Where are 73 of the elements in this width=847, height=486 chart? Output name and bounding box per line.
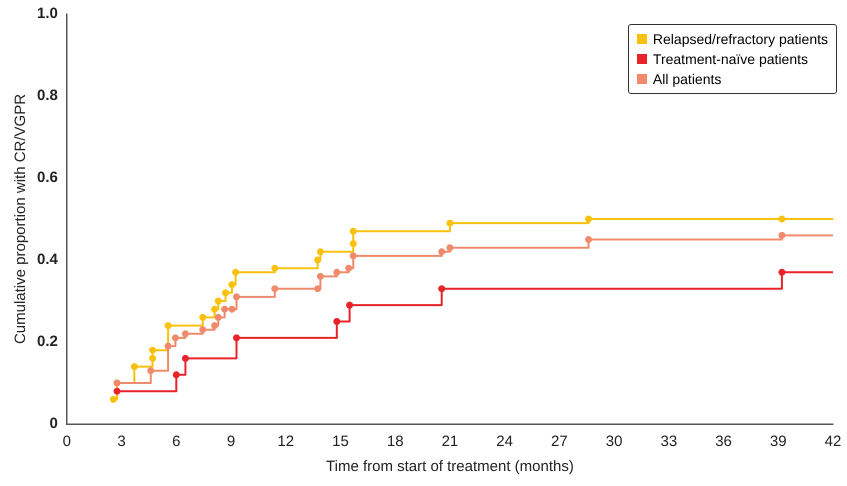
y-tick-label: 1.0 bbox=[36, 5, 58, 22]
x-tick-label: 21 bbox=[442, 433, 458, 450]
point bbox=[214, 314, 222, 321]
x-axis-title: Time from start of treatment (months) bbox=[326, 458, 574, 476]
point bbox=[147, 367, 154, 374]
x-tick-label: 39 bbox=[770, 433, 787, 450]
y-axis-title: Cumulative proportion with CR/VGPR bbox=[12, 94, 30, 344]
point bbox=[333, 268, 340, 276]
point bbox=[438, 248, 446, 256]
point bbox=[110, 396, 117, 403]
point bbox=[314, 256, 322, 264]
legend-label: Treatment-naïve patients bbox=[652, 50, 808, 69]
point bbox=[345, 264, 352, 272]
x-tick-label: 15 bbox=[332, 433, 349, 450]
point bbox=[446, 244, 454, 252]
x-tick-label: 6 bbox=[172, 433, 180, 450]
x-tick-label: 30 bbox=[606, 433, 622, 450]
x-tick-label: 18 bbox=[386, 433, 404, 450]
point bbox=[346, 302, 354, 309]
point bbox=[114, 388, 121, 395]
y-tick-label: 0.2 bbox=[36, 333, 58, 350]
point bbox=[222, 289, 230, 296]
point bbox=[221, 306, 228, 313]
point bbox=[199, 314, 206, 321]
point bbox=[233, 293, 240, 300]
legend-label: All patients bbox=[652, 70, 722, 89]
x-tick-label: 9 bbox=[226, 433, 236, 450]
point bbox=[172, 334, 179, 342]
point bbox=[271, 264, 278, 272]
x-tick-label: 24 bbox=[496, 433, 513, 450]
point bbox=[778, 216, 786, 222]
point bbox=[233, 334, 240, 342]
point bbox=[271, 285, 278, 292]
point bbox=[333, 318, 340, 325]
x-tick-label: 33 bbox=[660, 433, 678, 450]
point bbox=[211, 322, 218, 330]
point bbox=[130, 363, 138, 370]
point bbox=[214, 298, 222, 304]
point bbox=[350, 252, 357, 260]
point bbox=[585, 236, 592, 243]
legend-label: Relapsed/refractory patients bbox=[652, 30, 828, 49]
point bbox=[228, 281, 236, 288]
x-tick-label: 42 bbox=[824, 433, 842, 450]
y-tick-label: 0.8 bbox=[36, 87, 58, 104]
point bbox=[172, 371, 180, 378]
point bbox=[228, 306, 236, 313]
point bbox=[350, 240, 357, 248]
y-tick-label: 0.6 bbox=[36, 169, 58, 186]
x-tick-label: 36 bbox=[715, 433, 732, 450]
point bbox=[211, 306, 218, 313]
x-tick-label: 3 bbox=[117, 433, 126, 450]
y-tick-label: 0 bbox=[50, 415, 58, 432]
point bbox=[149, 346, 156, 354]
point bbox=[778, 268, 786, 276]
x-tick-label: 27 bbox=[551, 433, 568, 450]
point bbox=[316, 272, 324, 280]
point bbox=[232, 268, 240, 276]
x-tick-label: 0 bbox=[62, 433, 72, 450]
x-tick-label: 12 bbox=[277, 433, 294, 450]
point bbox=[182, 330, 189, 338]
point bbox=[316, 248, 324, 256]
point bbox=[585, 216, 592, 222]
point bbox=[350, 228, 357, 235]
point bbox=[446, 220, 454, 227]
point bbox=[182, 354, 189, 362]
point bbox=[778, 232, 786, 239]
point bbox=[149, 354, 156, 362]
point bbox=[164, 342, 172, 350]
y-tick-label: 0.4 bbox=[36, 251, 58, 268]
point bbox=[314, 285, 322, 292]
point bbox=[199, 326, 206, 334]
point bbox=[438, 285, 446, 292]
point bbox=[164, 322, 172, 330]
